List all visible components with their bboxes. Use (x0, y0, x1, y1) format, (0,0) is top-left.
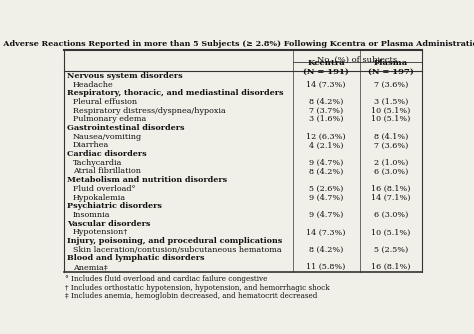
Text: Atrial fibrillation: Atrial fibrillation (73, 167, 141, 175)
Text: Pulmonary edema: Pulmonary edema (73, 115, 146, 123)
Text: 9 (4.7%): 9 (4.7%) (309, 159, 343, 167)
Text: Blood and lymphatic disorders: Blood and lymphatic disorders (66, 255, 204, 263)
Text: 12 (6.3%): 12 (6.3%) (306, 133, 346, 141)
Text: 16 (8.1%): 16 (8.1%) (371, 263, 410, 271)
Text: Pleural effusion: Pleural effusion (73, 98, 137, 106)
Text: 9 (4.7%): 9 (4.7%) (309, 211, 343, 219)
Text: 5 (2.5%): 5 (2.5%) (374, 246, 408, 254)
Text: Anemia‡: Anemia‡ (73, 263, 108, 271)
Text: 16 (8.1%): 16 (8.1%) (371, 185, 410, 193)
Text: Plasma
(N = 197): Plasma (N = 197) (368, 59, 414, 76)
Text: 7 (3.6%): 7 (3.6%) (374, 80, 408, 89)
Text: Nausea/vomiting: Nausea/vomiting (73, 133, 142, 141)
Text: 7 (3.7%): 7 (3.7%) (309, 107, 343, 115)
Text: 11 (5.8%): 11 (5.8%) (307, 263, 346, 271)
Text: Respiratory, thoracic, and mediastinal disorders: Respiratory, thoracic, and mediastinal d… (66, 89, 283, 97)
Text: Hypotension†: Hypotension† (73, 228, 128, 236)
Text: 10 (5.1%): 10 (5.1%) (371, 107, 410, 115)
Text: Cardiac disorders: Cardiac disorders (66, 150, 146, 158)
Text: Respiratory distress/dyspnea/hypoxia: Respiratory distress/dyspnea/hypoxia (73, 107, 226, 115)
Text: 9 (4.7%): 9 (4.7%) (309, 194, 343, 202)
Text: 8 (4.2%): 8 (4.2%) (309, 98, 343, 106)
Text: Skin laceration/contusion/subcutaneous hematoma: Skin laceration/contusion/subcutaneous h… (73, 246, 282, 254)
Text: 10 (5.1%): 10 (5.1%) (371, 115, 410, 123)
Text: 3 (1.6%): 3 (1.6%) (309, 115, 343, 123)
Text: 14 (7.1%): 14 (7.1%) (371, 194, 410, 202)
Text: Vascular disorders: Vascular disorders (66, 220, 150, 228)
Text: † Includes orthostatic hypotension, hypotension, and hemorrhagic shock: † Includes orthostatic hypotension, hypo… (65, 284, 330, 292)
Text: 10 (5.1%): 10 (5.1%) (371, 228, 410, 236)
Text: 5 (2.6%): 5 (2.6%) (309, 185, 343, 193)
Text: 8 (4.2%): 8 (4.2%) (309, 246, 343, 254)
Text: ‡ Includes anemia, hemoglobin decreased, and hematocrit decreased: ‡ Includes anemia, hemoglobin decreased,… (65, 292, 318, 300)
Text: 3 (1.5%): 3 (1.5%) (374, 98, 408, 106)
Text: Insomnia: Insomnia (73, 211, 110, 219)
Text: No. (%) of subjects: No. (%) of subjects (317, 56, 397, 64)
Text: 14 (7.3%): 14 (7.3%) (306, 80, 346, 89)
Text: Headache: Headache (73, 80, 114, 89)
Text: 8 (4.2%): 8 (4.2%) (309, 167, 343, 175)
Text: Fluid overload°: Fluid overload° (73, 185, 136, 193)
Text: Metabolism and nutrition disorders: Metabolism and nutrition disorders (66, 176, 227, 184)
Text: 2 (1.0%): 2 (1.0%) (374, 159, 408, 167)
Text: 8 (4.1%): 8 (4.1%) (374, 133, 408, 141)
Text: Psychiatric disorders: Psychiatric disorders (66, 202, 162, 210)
Text: ° Includes fluid overload and cardiac failure congestive: ° Includes fluid overload and cardiac fa… (65, 276, 268, 284)
Text: Tachycardia: Tachycardia (73, 159, 122, 167)
Text: 4 (2.1%): 4 (2.1%) (309, 141, 343, 149)
Text: 6 (3.0%): 6 (3.0%) (374, 167, 408, 175)
Text: Nervous system disorders: Nervous system disorders (66, 72, 182, 80)
Text: Hypokalemia: Hypokalemia (73, 194, 126, 202)
Text: Gastrointestinal disorders: Gastrointestinal disorders (66, 124, 184, 132)
Text: Injury, poisoning, and procedural complications: Injury, poisoning, and procedural compli… (66, 237, 282, 245)
Text: 14 (7.3%): 14 (7.3%) (306, 228, 346, 236)
Text: Diarrhea: Diarrhea (73, 141, 109, 149)
Text: 7 (3.6%): 7 (3.6%) (374, 141, 408, 149)
Text: Kcentra
(N = 191): Kcentra (N = 191) (303, 59, 349, 76)
Text: Table 3: Adverse Reactions Reported in more than 5 Subjects (≥ 2.8%) Following K: Table 3: Adverse Reactions Reported in m… (0, 40, 474, 48)
Text: 6 (3.0%): 6 (3.0%) (374, 211, 408, 219)
